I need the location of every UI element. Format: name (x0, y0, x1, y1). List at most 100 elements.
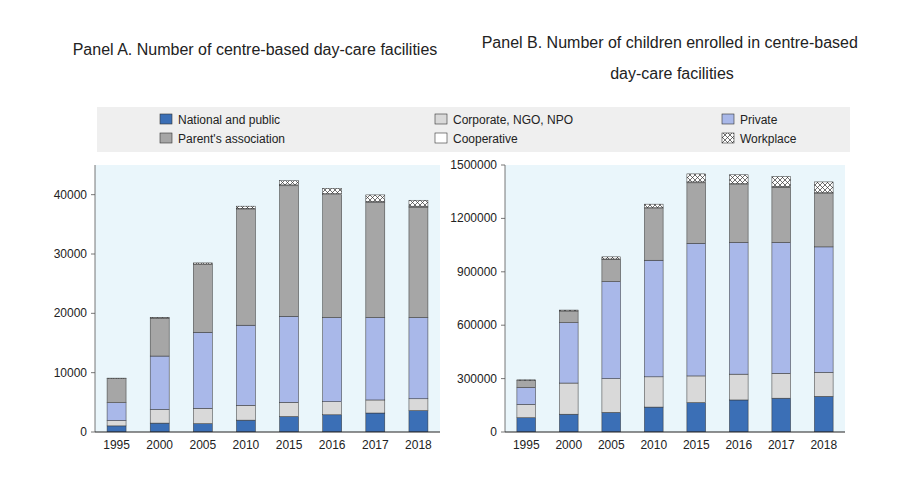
bar-segment (559, 311, 578, 323)
bar-segment (236, 405, 255, 420)
bar-segment (107, 421, 126, 426)
x-tick-label: 2018 (405, 438, 432, 452)
bar-segment (280, 402, 299, 416)
bar-segment (602, 259, 621, 281)
legend-swatch (435, 133, 447, 143)
bar-segment (517, 404, 536, 417)
bar-segment (772, 373, 791, 398)
legend-label: Corporate, NGO, NPO (453, 113, 573, 127)
bar-segment (193, 332, 212, 408)
x-tick-label: 2016 (319, 438, 346, 452)
chart-title: Panel B. Number of children enrolled in … (482, 34, 863, 82)
bar-segment (644, 377, 663, 407)
x-tick-label: 2015 (276, 438, 303, 452)
bar-segment (323, 415, 342, 432)
legend-swatch (160, 133, 172, 143)
y-tick-label: 600000 (457, 318, 497, 332)
y-tick (501, 432, 505, 433)
y-tick (501, 165, 505, 166)
legend-swatch (722, 114, 734, 124)
bar-segment (150, 423, 169, 432)
bar-segment (644, 260, 663, 377)
bar-segment (517, 379, 536, 381)
plot-background (505, 165, 845, 432)
bar-segment (366, 400, 385, 413)
y-tick (91, 432, 95, 433)
bar-segment (193, 264, 212, 332)
bar-segment (150, 317, 169, 319)
y-axis-line (505, 165, 506, 432)
x-tick-label: 1995 (103, 438, 130, 452)
bar-segment (366, 317, 385, 399)
bar-segment (687, 183, 706, 244)
bar-segment (517, 418, 536, 432)
y-tick (501, 271, 505, 272)
x-tick-label: 2016 (725, 438, 752, 452)
bar-segment (409, 399, 428, 411)
bar-segment (409, 200, 428, 206)
bar-segment (150, 409, 169, 423)
bars (107, 181, 428, 432)
legend-label: Cooperative (453, 132, 518, 146)
legend-label: Workplace (740, 132, 797, 146)
bar-segment (107, 403, 126, 421)
x-tick-label: 2005 (189, 438, 216, 452)
bar-segment (323, 188, 342, 193)
bar-segment (772, 177, 791, 187)
bar-segment (687, 243, 706, 376)
bar-segment (814, 396, 833, 432)
bar-segment (517, 380, 536, 387)
bar-segment (814, 372, 833, 396)
bar-segment (236, 325, 255, 405)
legend-background (97, 107, 850, 152)
bar-segment (559, 323, 578, 383)
bar-segment (236, 209, 255, 325)
bar-segment (107, 378, 126, 402)
y-tick (501, 325, 505, 326)
x-tick-label: 2018 (810, 438, 837, 452)
bar-segment (107, 378, 126, 379)
title-line: Panel B. Number of children enrolled in … (482, 34, 863, 51)
bar-segment (687, 376, 706, 403)
title-line: Panel A. Number of centre-based day-care… (73, 41, 438, 58)
y-tick (91, 372, 95, 373)
bar-segment (644, 209, 663, 261)
bar-segment (366, 202, 385, 317)
x-tick-label: 2000 (555, 438, 582, 452)
bar-segment (772, 242, 791, 373)
bar-segment (517, 388, 536, 405)
bar-segment (409, 411, 428, 432)
bar-segment (193, 424, 212, 432)
y-tick-label: 0 (80, 425, 87, 439)
y-tick-label: 900000 (457, 265, 497, 279)
bar-segment (729, 374, 748, 400)
y-tick-label: 300000 (457, 372, 497, 386)
y-tick-label: 30000 (54, 247, 88, 261)
y-tick-label: 0 (490, 425, 497, 439)
y-tick-label: 40000 (54, 188, 88, 202)
y-tick-label: 10000 (54, 366, 88, 380)
title-line: day-care facilities (610, 65, 734, 82)
bar-segment (323, 317, 342, 401)
x-tick-label: 2015 (683, 438, 710, 452)
y-tick-label: 20000 (54, 306, 88, 320)
bar-segment (409, 317, 428, 398)
bar-segment (107, 426, 126, 432)
bar-segment (729, 242, 748, 374)
y-tick (91, 313, 95, 314)
bar-segment (772, 398, 791, 432)
bar-segment (559, 310, 578, 311)
chart-title: Panel A. Number of centre-based day-care… (73, 41, 438, 58)
bar-segment (814, 182, 833, 193)
legend-swatch (435, 114, 447, 124)
bar-segment (729, 175, 748, 184)
legend-swatch (160, 114, 172, 124)
bar-segment (687, 403, 706, 432)
bar-segment (729, 185, 748, 243)
bar-segment (236, 420, 255, 432)
bar-segment (517, 380, 536, 381)
bar-segment (280, 316, 299, 402)
x-tick-label: 1995 (513, 438, 540, 452)
x-axis-line (505, 431, 845, 432)
y-tick (91, 254, 95, 255)
